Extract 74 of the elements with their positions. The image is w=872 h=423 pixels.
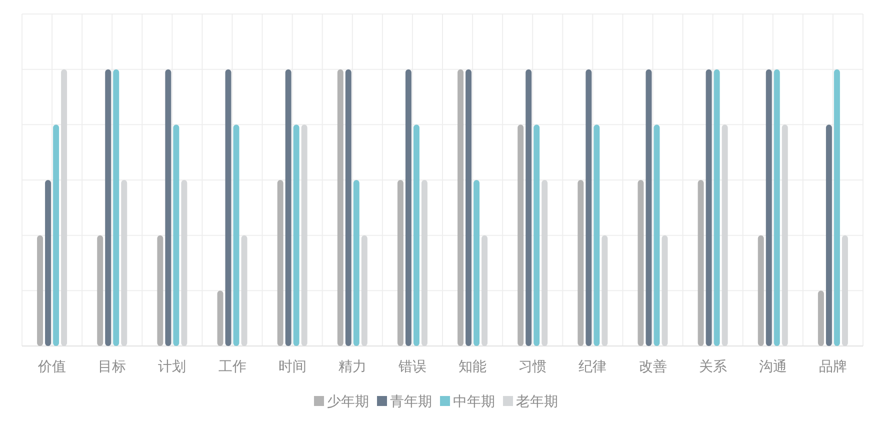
bar [105, 69, 112, 346]
bar [714, 69, 720, 346]
bar [241, 235, 248, 346]
bar [834, 69, 840, 346]
bar [45, 180, 52, 346]
bar [782, 124, 788, 346]
bar [638, 180, 644, 346]
bar [157, 235, 164, 346]
bar [542, 180, 548, 346]
bar [662, 235, 668, 346]
bar [285, 69, 292, 346]
bar [217, 290, 224, 346]
bar [578, 180, 584, 346]
bar [646, 69, 652, 346]
bar [534, 124, 540, 346]
bar [602, 235, 608, 346]
bar [482, 235, 488, 346]
bar [413, 124, 420, 346]
x-tick-label: 目标 [98, 358, 126, 374]
x-tick-label: 品牌 [818, 358, 847, 374]
bar [37, 235, 44, 346]
bar [121, 180, 128, 346]
bar [474, 180, 480, 346]
bar [225, 69, 232, 346]
bar [586, 69, 592, 346]
bar [654, 124, 660, 346]
x-tick-label: 纪律 [578, 358, 607, 374]
x-tick-label: 习惯 [518, 358, 547, 374]
bar [181, 180, 188, 346]
legend-label: 青年期 [390, 393, 432, 409]
legend-label: 少年期 [327, 393, 369, 409]
bar [345, 69, 352, 346]
bar [277, 180, 284, 346]
bar [421, 180, 428, 346]
bar [301, 124, 308, 346]
bar [337, 69, 344, 346]
x-tick-label: 关系 [698, 358, 727, 374]
x-tick-label: 价值 [37, 358, 66, 374]
bar [353, 180, 360, 346]
bar [518, 124, 524, 346]
bar [293, 124, 300, 346]
bar [466, 69, 472, 346]
x-tick-label: 知能 [458, 358, 487, 374]
bar [61, 69, 68, 346]
bar [594, 124, 600, 346]
bar [758, 235, 764, 346]
bar [165, 69, 172, 346]
bar [97, 235, 104, 346]
bar [173, 124, 180, 346]
x-tick-label: 计划 [158, 358, 186, 374]
bar [458, 69, 464, 346]
x-tick-label: 改善 [638, 358, 667, 374]
bar [698, 180, 704, 346]
bar [405, 69, 412, 346]
x-tick-label: 沟通 [758, 358, 787, 374]
bar [826, 124, 832, 346]
x-tick-label: 工作 [218, 358, 246, 374]
bar [113, 69, 120, 346]
bar [842, 235, 848, 346]
bar [526, 69, 532, 346]
bar [706, 69, 712, 346]
bar [361, 235, 368, 346]
bar [722, 124, 728, 346]
bar [774, 69, 780, 346]
legend-label: 老年期 [516, 393, 558, 409]
x-tick-label: 时间 [278, 358, 306, 374]
bar [766, 69, 772, 346]
x-tick-label: 错误 [397, 358, 426, 374]
legend-label: 中年期 [453, 393, 495, 409]
bar [397, 180, 404, 346]
bar [233, 124, 240, 346]
x-tick-label: 精力 [338, 358, 366, 374]
bar [818, 290, 824, 346]
bar [53, 124, 60, 346]
